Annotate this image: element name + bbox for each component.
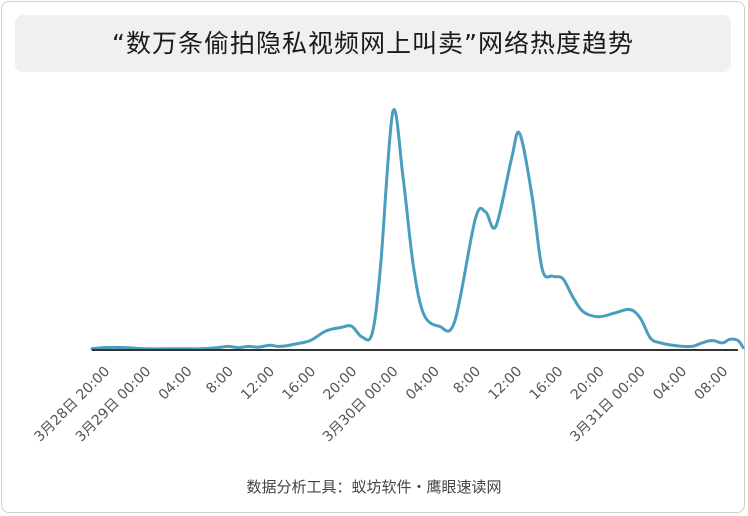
x-tick-label: 8:00 xyxy=(203,364,237,398)
x-tick-label: 8:00 xyxy=(451,364,485,398)
x-tick-label: 16:00 xyxy=(279,364,319,404)
x-tick-label: 12:00 xyxy=(238,364,278,404)
chart-title: “数万条偷拍隐私视频网上叫卖”网络热度趋势 xyxy=(112,29,634,58)
x-tick-label: 3月31日 00:00 xyxy=(567,364,649,446)
x-tick-label: 3月30日 00:00 xyxy=(320,364,402,446)
x-tick-label: 08:00 xyxy=(691,364,731,404)
series-line-0 xyxy=(90,108,745,351)
x-tick-label: 20:00 xyxy=(568,364,608,404)
title-banner: “数万条偷拍隐私视频网上叫卖”网络热度趋势 xyxy=(15,15,731,72)
x-tick-label: 04:00 xyxy=(650,364,690,404)
x-tick-label: 12:00 xyxy=(485,364,525,404)
x-tick-label: 3月29日 00:00 xyxy=(73,364,155,446)
x-tick-label: 04:00 xyxy=(403,364,443,404)
data-source-note: 数据分析工具：蚁坊软件・鹰眼速读网 xyxy=(246,478,502,496)
x-tick-label: 20:00 xyxy=(321,364,361,404)
x-tick-label: 16:00 xyxy=(527,364,567,404)
x-tick-label: 04:00 xyxy=(156,364,196,404)
